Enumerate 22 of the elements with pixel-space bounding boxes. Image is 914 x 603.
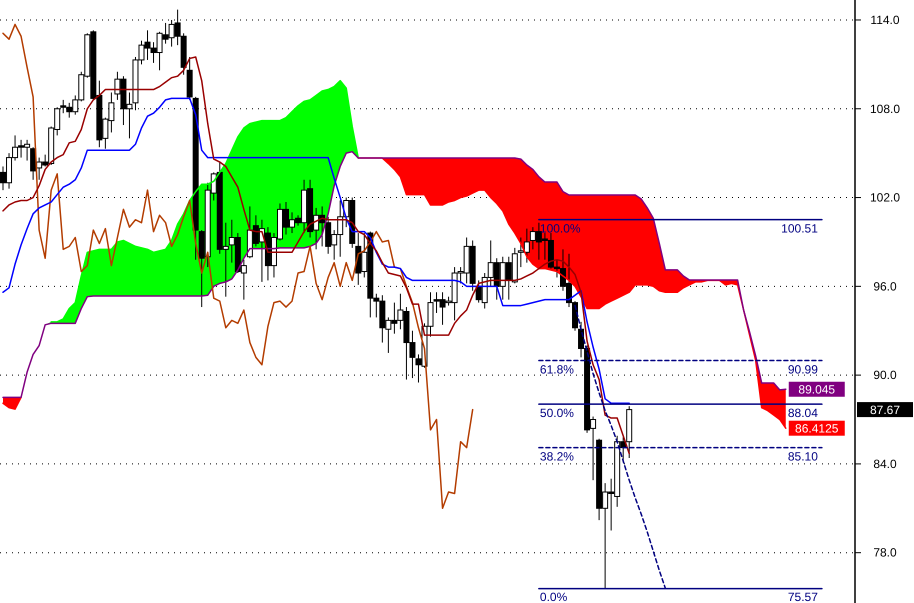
y-tick-label: 78.0 xyxy=(873,546,897,560)
text: 87.67 xyxy=(870,403,900,418)
annotation: 61.8% xyxy=(540,362,574,376)
annotation: 0.0% xyxy=(540,590,568,603)
annotation: 50.0% xyxy=(540,406,574,420)
y-tick-label: 108.0 xyxy=(870,102,900,116)
annotation: 90.99 xyxy=(788,362,818,376)
data-label: 89.045 xyxy=(798,382,836,397)
annotation: 100.51 xyxy=(781,222,818,236)
y-tick-label: 114.0 xyxy=(870,12,900,27)
annotation: 38.2% xyxy=(540,450,574,464)
y-tick-label: 102.0 xyxy=(870,190,900,205)
line-series xyxy=(2,98,630,404)
line-series xyxy=(2,24,474,510)
y-tick-label: 84.0 xyxy=(873,456,897,471)
y-tick-label: 96.0 xyxy=(873,279,897,294)
annotation: 85.10 xyxy=(788,450,818,464)
annotation: 88.04 xyxy=(788,406,818,420)
y-tick-label: 90.0 xyxy=(873,368,897,382)
annotation: 75.57 xyxy=(788,590,818,603)
data-label: 86.4125 xyxy=(795,422,839,436)
annotation: 100.0% xyxy=(540,222,581,236)
